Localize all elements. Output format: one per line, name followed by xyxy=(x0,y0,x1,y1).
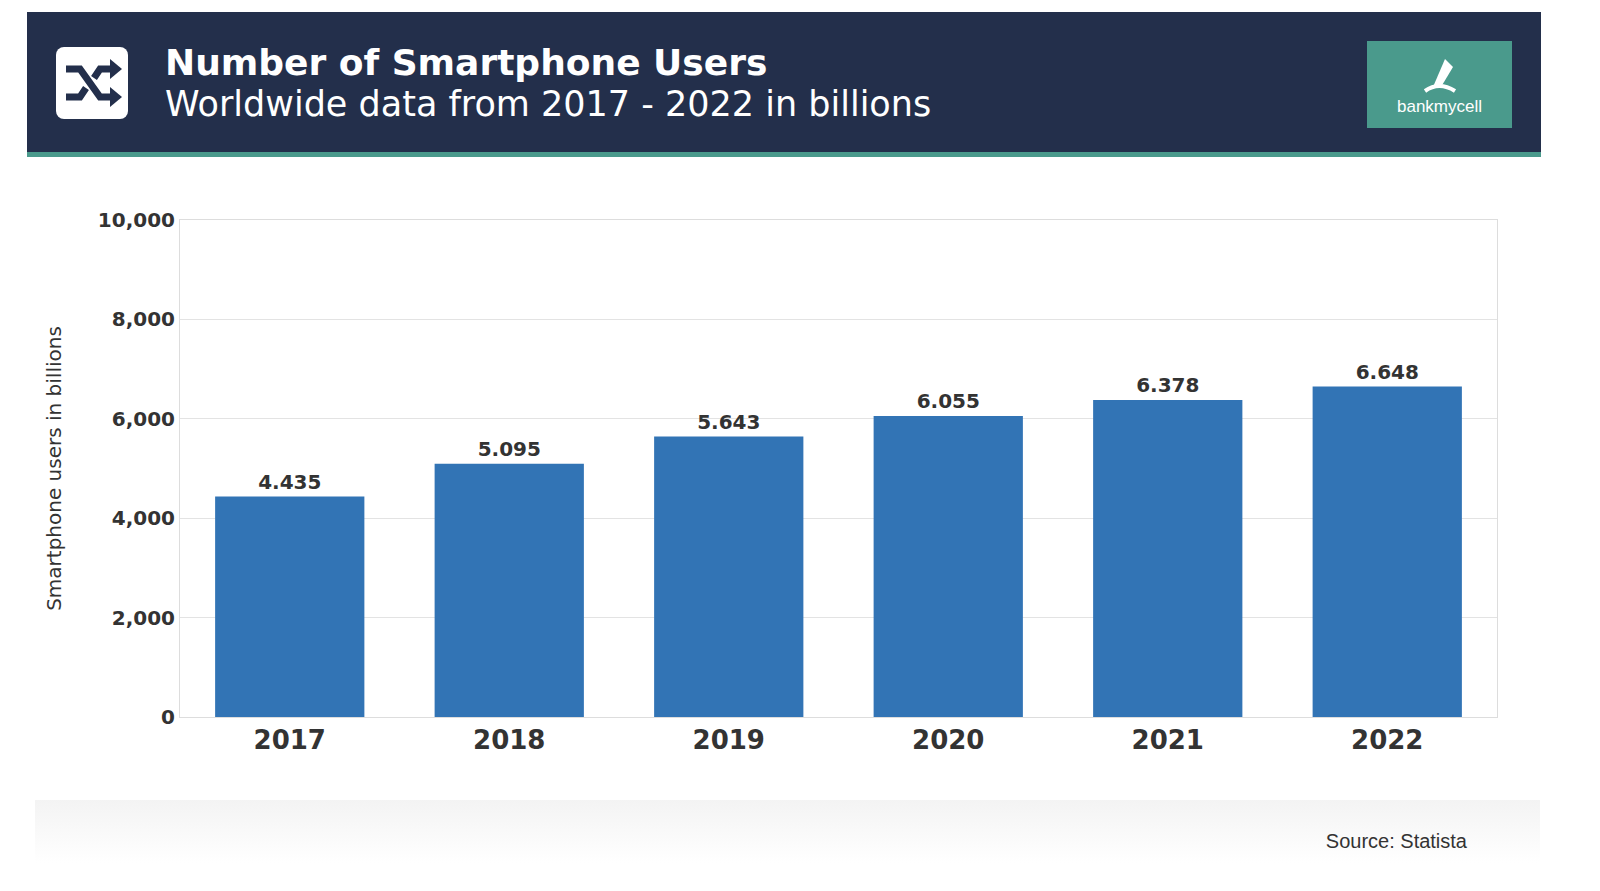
svg-text:6.055: 6.055 xyxy=(917,389,980,413)
svg-text:2019: 2019 xyxy=(693,725,765,755)
svg-text:10,000: 10,000 xyxy=(98,208,175,232)
svg-text:4.435: 4.435 xyxy=(258,470,321,494)
svg-text:2018: 2018 xyxy=(473,725,545,755)
svg-text:2020: 2020 xyxy=(912,725,984,755)
svg-text:6.378: 6.378 xyxy=(1136,373,1199,397)
svg-text:2021: 2021 xyxy=(1132,725,1204,755)
svg-text:0: 0 xyxy=(161,705,175,729)
svg-text:2017: 2017 xyxy=(254,725,326,755)
svg-text:2,000: 2,000 xyxy=(112,606,175,630)
svg-text:4,000: 4,000 xyxy=(112,506,175,530)
svg-text:8,000: 8,000 xyxy=(112,307,175,331)
svg-text:6.648: 6.648 xyxy=(1356,360,1419,384)
svg-text:5.643: 5.643 xyxy=(697,410,760,434)
svg-text:2022: 2022 xyxy=(1351,725,1423,755)
html-text:Worldwide data from 2017 - 202: Worldwide data from 2017 - 2022 in billi… xyxy=(165,84,932,124)
svg-text:6,000: 6,000 xyxy=(112,407,175,431)
svg-text:5.095: 5.095 xyxy=(478,437,541,461)
html-text:Source: Statista: Source: Statista xyxy=(1325,830,1467,852)
svg-text:Smartphone users in billions: Smartphone users in billions xyxy=(42,326,66,611)
html-text:bankmycell: bankmycell xyxy=(1397,97,1482,116)
html-text:Number of Smartphone Users: Number of Smartphone Users xyxy=(165,42,768,83)
